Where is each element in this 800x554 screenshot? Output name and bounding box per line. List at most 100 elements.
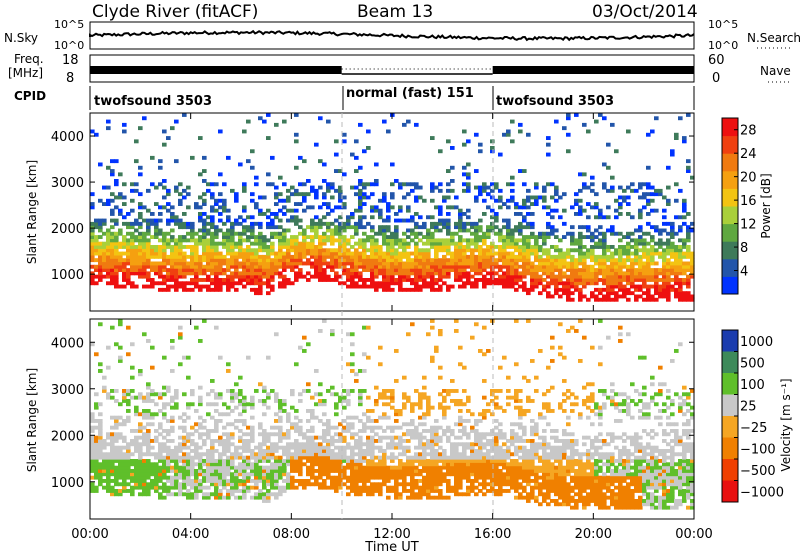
heatmap-cell	[358, 264, 363, 269]
heatmap-cell	[122, 122, 127, 127]
heatmap-cell	[294, 261, 299, 266]
heatmap-cell	[438, 489, 443, 493]
heatmap-cell	[518, 129, 523, 134]
heatmap-cell	[130, 261, 135, 266]
heatmap-cell	[430, 435, 435, 440]
heatmap-cell	[310, 455, 315, 460]
heatmap-cell	[362, 429, 367, 433]
heatmap-cell	[418, 195, 423, 200]
heatmap-cell	[410, 472, 415, 477]
heatmap-cell	[126, 245, 131, 249]
heatmap-cell	[594, 294, 599, 299]
heatmap-cell	[106, 119, 111, 124]
heatmap-cell	[162, 469, 167, 473]
heatmap-cell	[438, 218, 443, 223]
heatmap-cell	[686, 159, 691, 164]
heatmap-cell	[266, 182, 271, 187]
heatmap-cell	[362, 215, 367, 220]
heatmap-cell	[330, 182, 335, 187]
heatmap-cell	[122, 195, 127, 200]
heatmap-cell	[354, 472, 359, 477]
heatmap-cell	[494, 261, 499, 266]
heatmap-cell	[674, 291, 679, 296]
heatmap-cell	[618, 254, 623, 259]
heatmap-cell	[410, 228, 415, 233]
heatmap-cell	[558, 287, 563, 292]
heatmap-cell	[210, 452, 215, 457]
heatmap-cell	[90, 485, 95, 490]
heatmap-cell	[590, 271, 595, 276]
heatmap-cell	[602, 271, 607, 276]
heatmap-cell	[302, 432, 307, 437]
heatmap-cell	[94, 439, 99, 443]
heatmap-cell	[154, 225, 159, 230]
heatmap-cell	[346, 271, 351, 276]
heatmap-cell	[486, 231, 491, 236]
heatmap-cell	[262, 264, 267, 269]
heatmap-cell	[326, 452, 331, 457]
heatmap-cell	[386, 455, 391, 460]
heatmap-cell	[642, 278, 647, 282]
heatmap-cell	[518, 221, 523, 226]
heatmap-cell	[622, 294, 627, 299]
heatmap-cell	[450, 238, 455, 243]
heatmap-cell	[454, 258, 459, 263]
heatmap-cell	[646, 268, 651, 272]
heatmap-cell	[386, 465, 391, 470]
heatmap-cell	[274, 469, 279, 473]
heatmap-cell	[406, 459, 411, 463]
heatmap-cell	[178, 475, 183, 480]
heatmap-cell	[114, 235, 119, 239]
heatmap-cell	[266, 264, 271, 269]
heatmap-cell	[682, 241, 687, 246]
heatmap-cell	[246, 261, 251, 266]
heatmap-cell	[386, 202, 391, 206]
heatmap-cell	[326, 469, 331, 473]
heatmap-cell	[234, 452, 239, 457]
heatmap-cell	[174, 455, 179, 460]
heatmap-cell	[286, 238, 291, 243]
heatmap-cell	[486, 254, 491, 259]
heatmap-cell	[198, 462, 203, 467]
heatmap-cell	[454, 248, 459, 253]
heatmap-cell	[358, 419, 363, 423]
heatmap-cell	[342, 248, 347, 253]
heatmap-cell	[270, 449, 275, 453]
heatmap-cell	[130, 208, 135, 213]
heatmap-cell	[198, 195, 203, 200]
heatmap-cell	[446, 248, 451, 253]
heatmap-cell	[250, 241, 255, 246]
heatmap-cell	[542, 231, 547, 236]
heatmap-cell	[206, 268, 211, 272]
heatmap-cell	[210, 195, 215, 200]
heatmap-cell	[374, 472, 379, 477]
heatmap-cell	[186, 254, 191, 259]
heatmap-cell	[350, 251, 355, 256]
heatmap-cell	[214, 251, 219, 256]
heatmap-cell	[414, 254, 419, 259]
heatmap-cell	[562, 287, 567, 292]
heatmap-cell	[358, 399, 363, 403]
heatmap-cell	[246, 459, 251, 463]
heatmap-cell	[114, 271, 119, 276]
heatmap-cell	[146, 439, 151, 443]
heatmap-cell	[230, 221, 235, 226]
heatmap-cell	[122, 399, 127, 403]
heatmap-cell	[386, 469, 391, 473]
heatmap-cell	[222, 475, 227, 480]
heatmap-cell	[306, 389, 311, 393]
heatmap-cell	[282, 452, 287, 457]
heatmap-cell	[202, 198, 207, 203]
heatmap-cell	[102, 375, 107, 380]
heatmap-cell	[514, 261, 519, 266]
heatmap-cell	[274, 122, 279, 127]
heatmap-cell	[346, 399, 351, 403]
heatmap-cell	[262, 281, 267, 286]
heatmap-cell	[558, 258, 563, 263]
heatmap-cell	[250, 165, 255, 170]
heatmap-cell	[470, 485, 475, 490]
heatmap-cell	[370, 248, 375, 253]
heatmap-cell	[194, 469, 199, 473]
heatmap-cell	[126, 271, 131, 276]
heatmap-cell	[142, 268, 147, 272]
